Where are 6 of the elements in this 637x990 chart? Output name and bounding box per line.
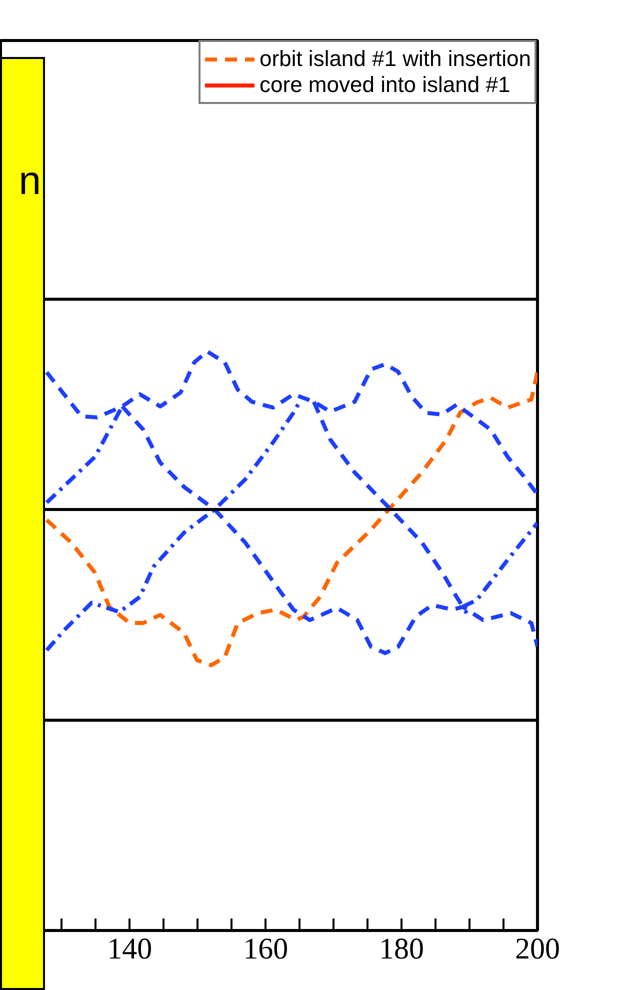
- x-tick-label: 160: [243, 932, 288, 966]
- x-tick-label: 200: [515, 932, 560, 966]
- legend-label: core moved into island #1: [260, 72, 510, 98]
- legend-label: orbit island #1 with insertion: [260, 46, 531, 72]
- x-tick-label: 140: [107, 932, 152, 966]
- x-tick-label: 180: [379, 932, 424, 966]
